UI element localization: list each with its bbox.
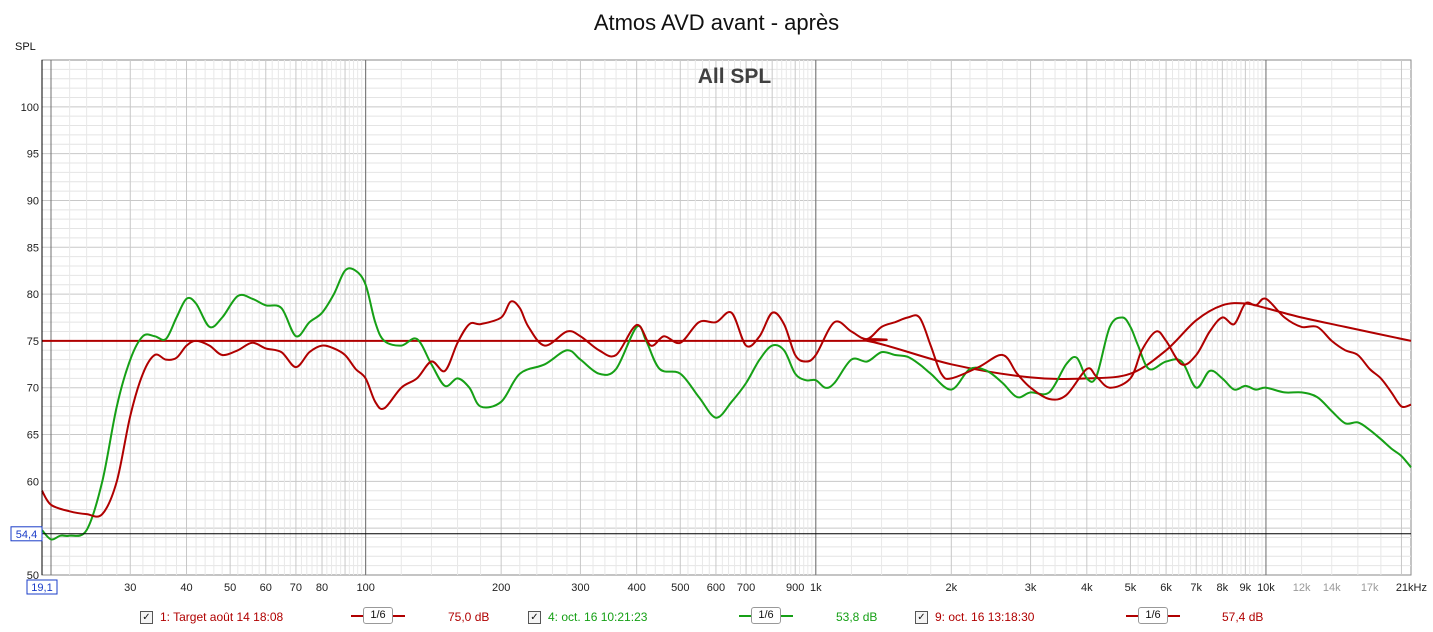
x-tick-label: 14k (1323, 582, 1341, 594)
y-tick-label: 50 (27, 570, 39, 582)
x-tick-label: 200 (492, 582, 510, 594)
legend-item-oct16-1318[interactable]: ✓ 9: oct. 16 13:18:30 (915, 610, 1034, 624)
x-tick-label: 7k (1190, 582, 1202, 594)
y-tick-label: 75 (27, 336, 39, 348)
legend-checkbox-oct16-1318[interactable]: ✓ (915, 610, 928, 624)
series-line-2 (41, 297, 1412, 518)
x-tick-label: 6k (1160, 582, 1172, 594)
series-line-0 (42, 302, 1412, 381)
y-tick-label: 60 (27, 476, 39, 488)
x-tick-label: 3k (1025, 582, 1037, 594)
x-tick-label: 9k (1240, 582, 1252, 594)
cursor-y-readout: 54,4 (16, 529, 37, 541)
legend-checkbox-target[interactable]: ✓ (140, 610, 153, 624)
x-tick-label: 900 (786, 582, 804, 594)
x-tick-label: 17k (1361, 582, 1379, 594)
y-tick-label: 90 (27, 195, 39, 207)
plot-area (41, 59, 1412, 576)
x-tick-label: 21kHz (1396, 582, 1427, 594)
x-tick-label: 700 (737, 582, 755, 594)
x-tick-label: 600 (707, 582, 725, 594)
cursor-y-readout-box (10, 526, 43, 542)
series-line-1 (41, 267, 1412, 541)
x-tick-label: 12k (1293, 582, 1311, 594)
y-tick-label: 70 (27, 383, 39, 395)
smoothing-selector-oct16-1318[interactable]: 1/6 (1126, 605, 1180, 627)
level-oct16-1318: 57,4 dB (1222, 610, 1264, 624)
y-tick-label: 65 (27, 430, 39, 442)
smoothing-value-target: 1/6 (363, 607, 393, 624)
cursor-layer[interactable]: 54,4 19,1 (10, 60, 1411, 595)
legend-item-oct16-1021[interactable]: ✓ 4: oct. 16 10:21:23 (528, 610, 647, 624)
x-tick-label: 1k (810, 582, 822, 594)
y-axis-label: SPL (15, 41, 36, 53)
x-tick-label: 400 (627, 582, 645, 594)
x-tick-label: 2k (945, 582, 957, 594)
grid-major (50, 60, 1267, 575)
x-tick-label: 500 (671, 582, 689, 594)
x-tick-label: 50 (224, 582, 236, 594)
x-tick-label: 60 (260, 582, 272, 594)
series-layer (41, 267, 1412, 541)
y-tick-label: 85 (27, 242, 39, 254)
x-tick-label: 30 (124, 582, 136, 594)
y-tick-labels: 50 60 65 70 75 80 85 90 95 100 (21, 102, 39, 582)
x-tick-label: 40 (180, 582, 192, 594)
x-tick-label: 100 (356, 582, 374, 594)
level-target: 75,0 dB (448, 610, 490, 624)
smoothing-value-oct16-1021: 1/6 (751, 607, 781, 624)
x-tick-label: 8k (1217, 582, 1229, 594)
legend-label-target: 1: Target août 14 18:08 (160, 610, 284, 624)
smoothing-value-oct16-1318: 1/6 (1138, 607, 1168, 624)
x-tick-label: 80 (316, 582, 328, 594)
smoothing-selector-target[interactable]: 1/6 (351, 605, 405, 627)
x-tick-label: 70 (290, 582, 302, 594)
level-oct16-1021: 53,8 dB (836, 610, 878, 624)
x-tick-label: 5k (1125, 582, 1137, 594)
legend-item-target[interactable]: ✓ 1: Target août 14 18:08 (140, 610, 283, 624)
x-tick-labels: 30 40 50 60 70 80 100 200 300 400 500 600 700 900 1k 2k… (124, 582, 1427, 594)
cursor-x-readout-box (26, 579, 58, 595)
x-tick-label: 300 (571, 582, 589, 594)
y-tick-label: 80 (27, 289, 39, 301)
y-tick-label: 100 (21, 102, 39, 114)
chart-subtitle: All SPL (698, 65, 772, 88)
legend-checkbox-oct16-1021[interactable]: ✓ (528, 610, 541, 624)
legend-label-oct16-1021: 4: oct. 16 10:21:23 (548, 610, 648, 624)
y-tick-label: 95 (27, 149, 39, 161)
x-tick-label: 10k (1257, 582, 1275, 594)
legend-label-oct16-1318: 9: oct. 16 13:18:30 (935, 610, 1035, 624)
grid-minor (42, 60, 1411, 575)
x-tick-label: 4k (1081, 582, 1093, 594)
cursor-x-readout: 19,1 (31, 582, 52, 594)
smoothing-selector-oct16-1021[interactable]: 1/6 (739, 605, 793, 627)
chart-title: Atmos AVD avant - après (593, 10, 840, 35)
